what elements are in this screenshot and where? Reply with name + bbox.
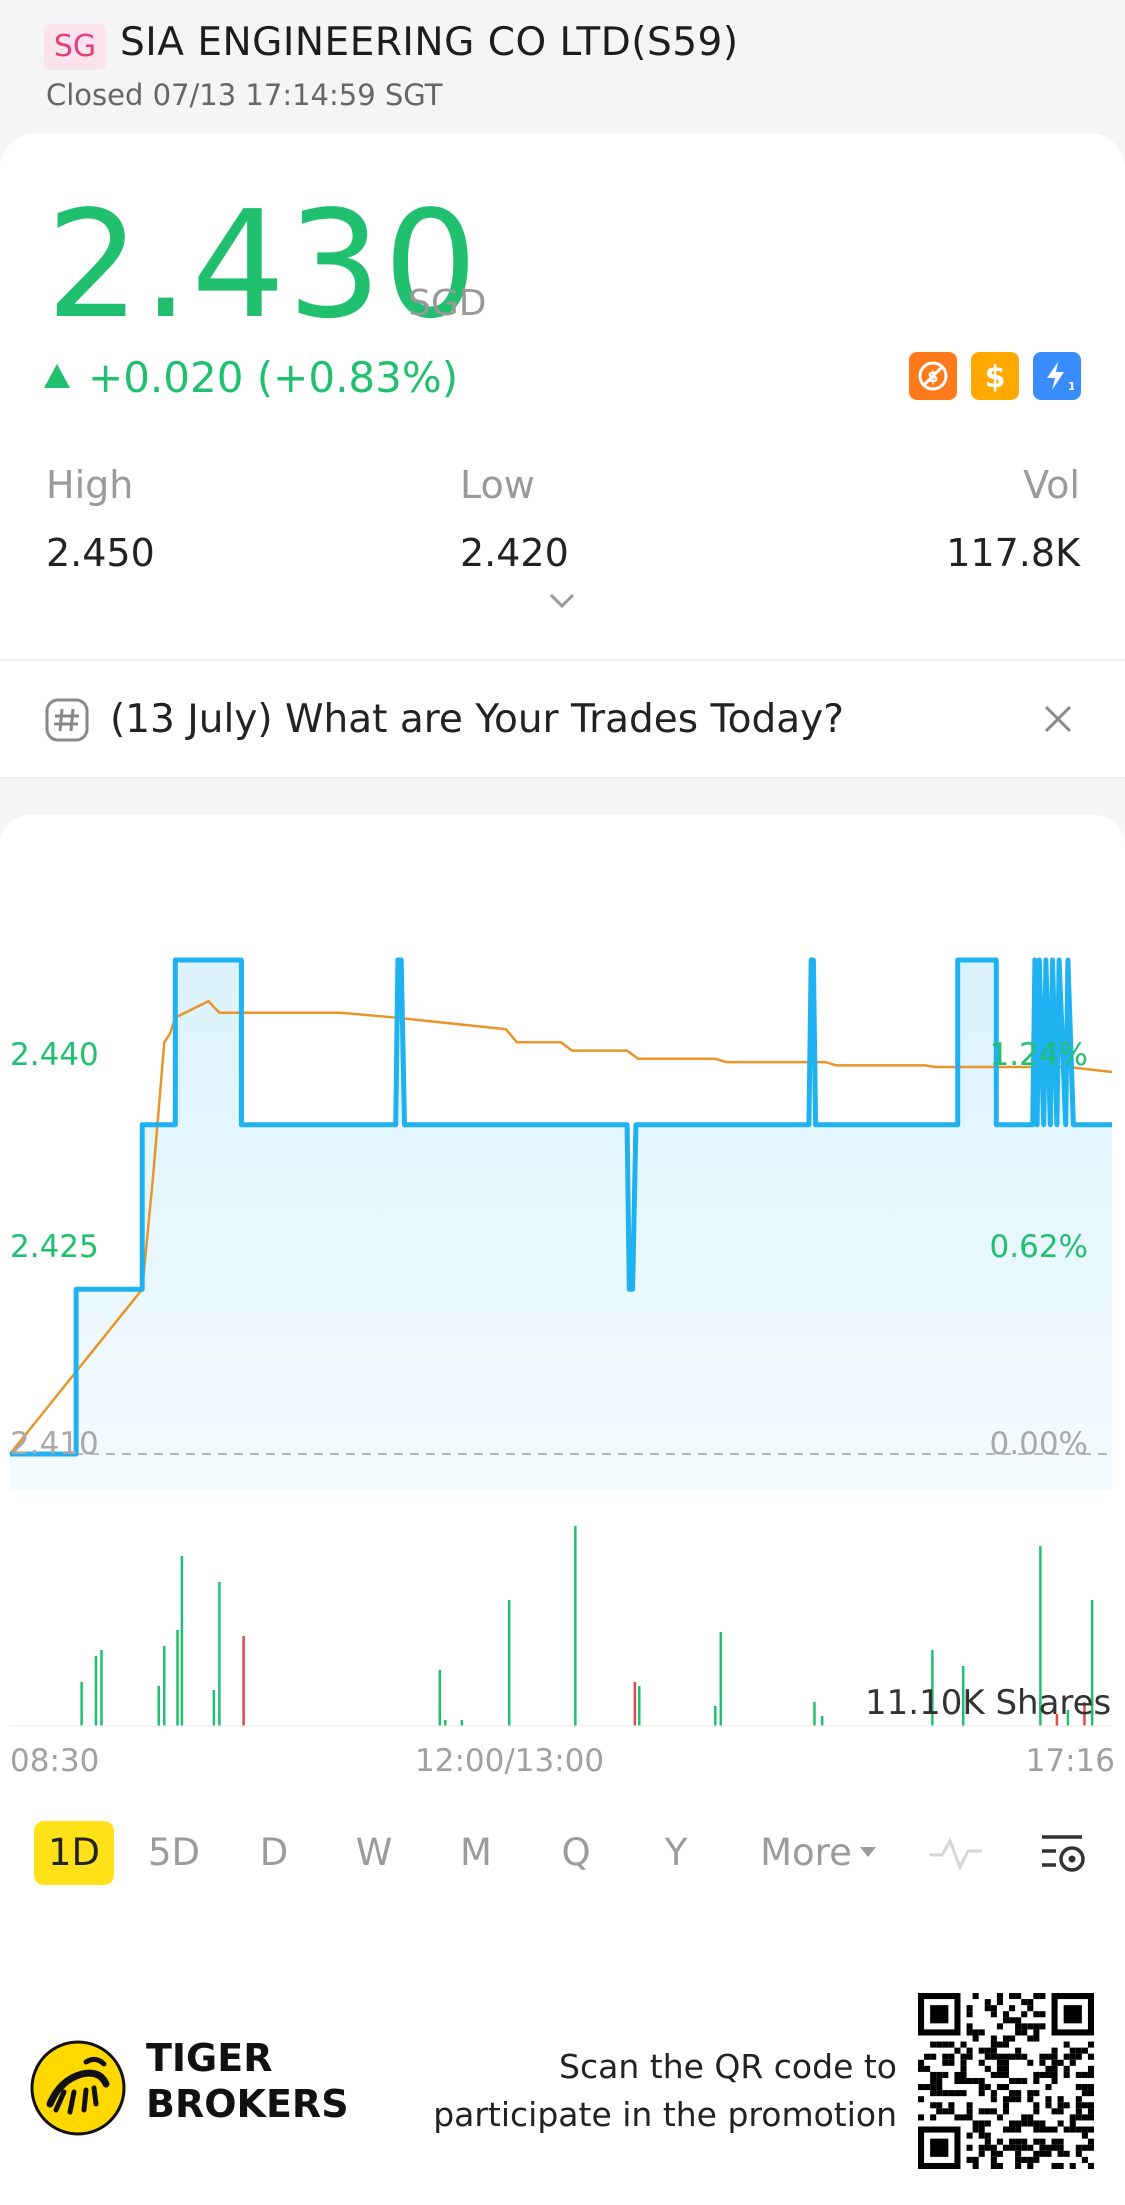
tab-day[interactable]: D <box>259 1831 289 1874</box>
y-axis-label-mid: 2.425 <box>10 1229 99 1265</box>
volume-label: 11.10K Shares <box>865 1683 1112 1723</box>
market-status: Closed 07/13 17:14:59 SGT <box>46 78 443 112</box>
stat-high-label: High <box>46 463 134 507</box>
tab-more[interactable]: More <box>748 1821 888 1885</box>
stat-vol-label: Vol <box>1023 463 1080 507</box>
time-label-close: 17:16 <box>1025 1743 1115 1779</box>
tab-year[interactable]: Y <box>664 1831 688 1874</box>
stock-name[interactable]: SIA ENGINEERING CO LTD(S59) <box>120 20 739 65</box>
brand-name: TIGER BROKERS <box>146 2035 349 2127</box>
tab-1d[interactable]: 1D <box>34 1821 114 1885</box>
up-arrow-icon <box>44 364 70 388</box>
promo-line-1: Scan the QR code to <box>559 2047 897 2086</box>
time-label-open: 08:30 <box>10 1743 100 1779</box>
svg-text:$: $ <box>985 360 1006 393</box>
intraday-chart[interactable] <box>0 815 1125 1815</box>
brand-line-1: TIGER <box>146 2036 273 2080</box>
indicator-icon[interactable] <box>928 1833 984 1873</box>
chart-settings-icon[interactable] <box>1038 1829 1090 1877</box>
dollar-icon[interactable]: $ <box>971 352 1019 400</box>
chevron-down-icon[interactable] <box>546 585 578 617</box>
no-short-icon[interactable]: $ <box>909 352 957 400</box>
caret-down-icon <box>859 1847 876 1857</box>
chart-card: 2.440 2.425 2.410 1.24% 0.62% 0.00% 11.1… <box>0 815 1125 1965</box>
stat-high-value: 2.450 <box>46 531 155 575</box>
pct-axis-label-bottom: 0.00% <box>989 1426 1088 1462</box>
brand-line-2: BROKERS <box>146 2082 349 2126</box>
pct-axis-label-top: 1.24% <box>989 1037 1088 1073</box>
header: SG SIA ENGINEERING CO LTD(S59) Closed 07… <box>0 0 1125 135</box>
price-line <box>10 957 1112 1457</box>
promo-line-2: participate in the promotion <box>433 2095 897 2134</box>
tab-month[interactable]: M <box>460 1831 492 1874</box>
pct-axis-label-mid: 0.62% <box>989 1229 1088 1265</box>
tiger-brokers-logo <box>30 2040 126 2136</box>
price-area-fill <box>10 960 1112 1490</box>
topic-bar[interactable]: (13 July) What are Your Trades Today? <box>0 660 1125 778</box>
svg-text:1: 1 <box>1068 380 1074 393</box>
stat-low-value: 2.420 <box>460 531 569 575</box>
price-change-text: +0.020 (+0.83%) <box>88 353 459 402</box>
average-price-line <box>9 999 1113 1455</box>
tab-more-label: More <box>760 1831 852 1874</box>
price-change: +0.020 (+0.83%) <box>44 353 458 402</box>
quote-card: 2.430 SGD +0.020 (+0.83%) $ $ 1 High 2.4… <box>0 133 1125 658</box>
last-price: 2.430 <box>46 179 480 351</box>
close-icon[interactable] <box>1040 701 1076 737</box>
stat-vol-value: 117.8K <box>946 531 1080 575</box>
promo-text: Scan the QR code to participate in the p… <box>433 2043 897 2139</box>
stat-low-label: Low <box>460 463 535 507</box>
hashtag-icon <box>45 698 89 742</box>
svg-text:$: $ <box>927 367 938 386</box>
y-axis-label-top: 2.440 <box>10 1037 99 1073</box>
tab-5d[interactable]: 5D <box>147 1831 201 1874</box>
flash-icon[interactable]: 1 <box>1033 352 1081 400</box>
topic-text[interactable]: (13 July) What are Your Trades Today? <box>110 697 844 742</box>
currency: SGD <box>408 283 487 324</box>
period-tabs: 1D 5D D W M Q Y More <box>0 1805 1125 1895</box>
promo-footer: TIGER BROKERS Scan the QR code to partic… <box>0 1965 1125 2205</box>
market-badge: SG <box>44 24 106 70</box>
feature-icons: $ $ 1 <box>909 352 1081 400</box>
tab-quarter[interactable]: Q <box>561 1831 591 1874</box>
y-axis-label-bottom: 2.410 <box>10 1426 99 1462</box>
time-label-mid: 12:00/13:00 <box>415 1743 605 1779</box>
qr-code[interactable] <box>918 1993 1094 2169</box>
tab-week[interactable]: W <box>355 1831 393 1874</box>
